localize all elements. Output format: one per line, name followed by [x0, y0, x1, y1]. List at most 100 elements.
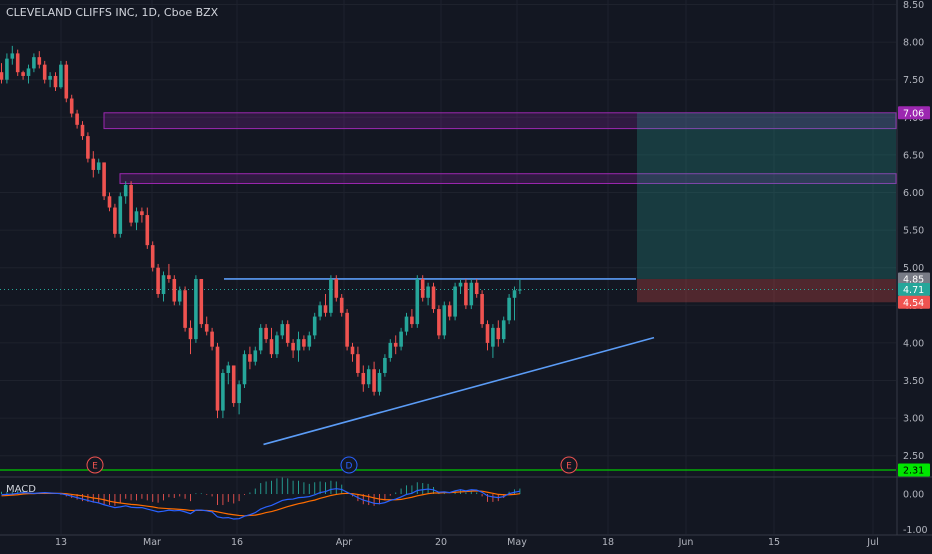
candle: [150, 241, 155, 272]
candle: [91, 151, 96, 178]
candle: [285, 320, 290, 347]
candle-body: [383, 357, 387, 373]
candle: [53, 72, 58, 91]
candle: [280, 320, 285, 340]
candle: [458, 278, 463, 295]
candle: [102, 162, 106, 201]
candle: [129, 181, 133, 227]
y-tick-label: 6.00: [903, 188, 924, 199]
candle-body: [437, 309, 441, 336]
price-label-text: 2.31: [903, 465, 924, 476]
price-label-text: 4.54: [903, 298, 924, 309]
candle-body: [86, 136, 90, 159]
x-tick-label: 18: [602, 537, 614, 548]
candle: [188, 320, 193, 355]
x-tick-label: Apr: [336, 537, 353, 548]
candle-body: [145, 215, 150, 246]
candle-body: [275, 335, 279, 355]
candle: [334, 275, 339, 302]
candle: [307, 331, 312, 351]
candle: [10, 45, 15, 65]
y-tick-label: 4.00: [903, 338, 924, 349]
candle: [393, 335, 398, 355]
candle: [410, 309, 414, 328]
candle: [145, 207, 150, 249]
candle-body: [75, 113, 79, 125]
y-tick-label: 8.00: [903, 38, 924, 49]
candle: [339, 294, 344, 317]
x-tick-label: 15: [768, 537, 780, 548]
candlestick-series: [0, 45, 522, 419]
candle: [123, 181, 128, 204]
price-label: 4.54: [898, 295, 930, 309]
candle-body: [129, 184, 133, 223]
candle: [194, 275, 198, 343]
candle: [399, 327, 403, 351]
candle-body: [350, 346, 355, 355]
candle-body: [318, 305, 322, 317]
candle-body: [210, 331, 214, 347]
candle-body: [96, 162, 101, 170]
candle: [32, 53, 36, 73]
candle: [64, 60, 69, 103]
candle: [372, 361, 376, 396]
candle-body: [10, 53, 15, 59]
candle-body: [302, 339, 306, 347]
candle-body: [399, 331, 403, 347]
candle-body: [280, 324, 285, 336]
event-marker: E: [560, 456, 578, 474]
candle-body: [258, 327, 263, 351]
x-tick-label: Mar: [143, 537, 161, 548]
candle: [26, 64, 31, 84]
candle-body: [69, 98, 74, 114]
candle-body: [447, 305, 452, 317]
event-marker: E: [86, 456, 104, 474]
candle: [447, 301, 452, 321]
candle-body: [248, 354, 252, 362]
candle-body: [415, 278, 420, 325]
candle-body: [291, 342, 295, 351]
candle-body: [91, 158, 96, 170]
candle-body: [123, 184, 128, 197]
candle-body: [296, 339, 301, 351]
candle: [37, 51, 42, 69]
candle: [420, 275, 425, 302]
candle-body: [42, 64, 47, 80]
candle: [258, 324, 263, 355]
price-label: 7.06: [898, 106, 930, 120]
candle: [172, 275, 177, 306]
candle: [140, 207, 144, 223]
macd-signal-line: [1, 490, 520, 517]
y-tick-label: 7.50: [903, 75, 924, 86]
candle-body: [156, 267, 160, 295]
candle: [210, 327, 214, 351]
price-label: 4.71: [898, 283, 930, 297]
event-marker: D: [340, 456, 358, 474]
candle-body: [518, 289, 522, 291]
candle-body: [426, 286, 430, 298]
candle: [86, 132, 90, 163]
candle: [302, 335, 306, 351]
event-label: E: [566, 462, 572, 472]
candle-body: [334, 278, 339, 298]
candle: [177, 286, 182, 306]
price-label-box: [898, 106, 930, 120]
x-tick-label: 16: [231, 537, 243, 548]
candle: [215, 342, 220, 419]
candle: [80, 121, 85, 140]
candle-body: [474, 282, 479, 295]
candle: [118, 192, 123, 238]
candle: [237, 380, 241, 415]
candle-body: [204, 324, 209, 332]
price-label-text: 7.06: [903, 108, 924, 119]
candle-body: [496, 327, 501, 340]
candle: [480, 290, 484, 328]
candle-body: [242, 354, 247, 385]
candle-body: [113, 207, 117, 234]
candle: [426, 282, 430, 306]
support-trendline: [263, 336, 655, 446]
candle: [15, 49, 20, 76]
candle: [183, 286, 187, 332]
